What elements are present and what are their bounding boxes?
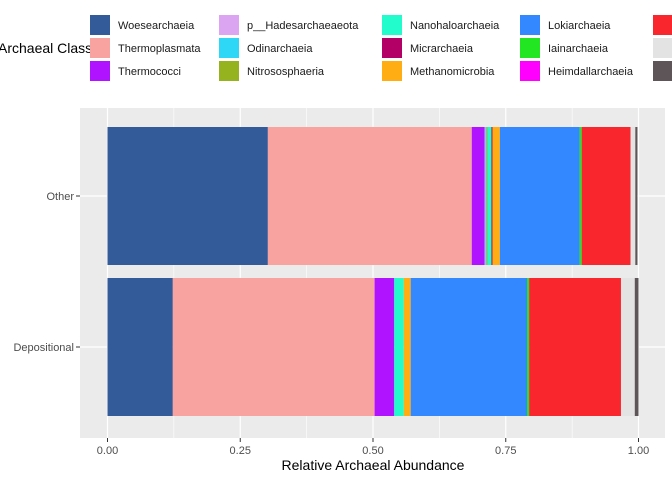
bar-segment-other-thermococci <box>471 127 485 265</box>
legend-label: Nitrososphaeria <box>247 66 325 78</box>
bar-segment-other-unlabeled <box>635 127 638 265</box>
bar-segment-other-thermoplasmata <box>267 127 472 265</box>
y-tick-label: Other <box>46 191 74 203</box>
legend-key <box>90 61 110 81</box>
bar-segment-depositional-woesearchaeia <box>107 278 173 416</box>
axes: 0.00 0.25 0.50 0.75 1.00 Depositional Other <box>13 191 649 457</box>
legend-key <box>653 38 672 58</box>
bar-segment-other-methanomicrobia <box>492 127 500 265</box>
bar-segment-other-unlabeled <box>581 127 631 265</box>
legend-title: Archaeal Class <box>0 40 92 56</box>
legend-label: p__Hadesarchaeaeota <box>247 20 359 32</box>
bar-segment-other-nitrososphaeria <box>486 127 488 265</box>
legend-key <box>382 15 402 35</box>
legend-key <box>90 15 110 35</box>
legend-label: Micrarchaeia <box>410 43 474 55</box>
bar-segment-other-unlabeled <box>630 127 636 265</box>
legend-key <box>520 61 540 81</box>
bar-segment-other-p-hadesarchaeaeota <box>484 127 486 265</box>
bar-segment-depositional-thermoplasmata <box>172 278 375 416</box>
x-tick-label: 0.25 <box>230 445 251 457</box>
legend-key <box>653 15 672 35</box>
x-tick-label: 1.00 <box>628 445 649 457</box>
legend-key <box>653 61 672 81</box>
legend-label: Lokiarchaeia <box>548 20 611 32</box>
legend-label: Heimdallarchaeia <box>548 66 634 78</box>
bar-segment-other-micrarchaeia <box>491 127 493 265</box>
legend-key <box>520 15 540 35</box>
legend-label: Thermococci <box>118 66 181 78</box>
x-tick-label: 0.00 <box>97 445 118 457</box>
bar-segment-other-nanohaloarchaeia <box>487 127 492 265</box>
legend: Archaeal Class Woesearchaeia Thermoplasma… <box>0 15 672 81</box>
bar-segment-depositional-lokiarchaeia <box>410 278 527 416</box>
bar-segment-depositional-unlabeled <box>620 278 635 416</box>
legend-key <box>219 61 239 81</box>
plot-panel <box>80 108 665 438</box>
x-tick-label: 0.50 <box>362 445 383 457</box>
legend-label: Iainarchaeia <box>548 43 609 55</box>
legend-key <box>382 61 402 81</box>
x-tick-label: 0.75 <box>495 445 516 457</box>
bar-segment-depositional-unlabeled <box>634 278 639 416</box>
bar-segment-depositional-thermococci <box>374 278 395 416</box>
bar-segment-depositional-unlabeled <box>529 278 621 416</box>
bar-segment-other-odinarchaeia <box>485 127 487 265</box>
legend-key <box>90 38 110 58</box>
bar-segment-depositional-nanohaloarchaeia <box>394 278 404 416</box>
bar-segment-other-lokiarchaeia <box>499 127 580 265</box>
legend-label: Nanohaloarchaeia <box>410 20 500 32</box>
bar-segment-other-woesearchaeia <box>107 127 268 265</box>
bar-segment-other-iainarchaeia <box>579 127 582 265</box>
legend-label: Woesearchaeia <box>118 20 195 32</box>
y-tick-label: Depositional <box>13 342 74 354</box>
legend-key <box>520 38 540 58</box>
legend-key <box>219 15 239 35</box>
legend-label: Methanomicrobia <box>410 66 495 78</box>
bar-segment-depositional-iainarchaeia <box>526 278 530 416</box>
legend-label: Thermoplasmata <box>118 43 201 55</box>
bar-segment-depositional-methanomicrobia <box>403 278 411 416</box>
legend-key <box>382 38 402 58</box>
x-axis-title: Relative Archaeal Abundance <box>282 457 465 473</box>
legend-key <box>219 38 239 58</box>
legend-label: Odinarchaeia <box>247 43 313 55</box>
